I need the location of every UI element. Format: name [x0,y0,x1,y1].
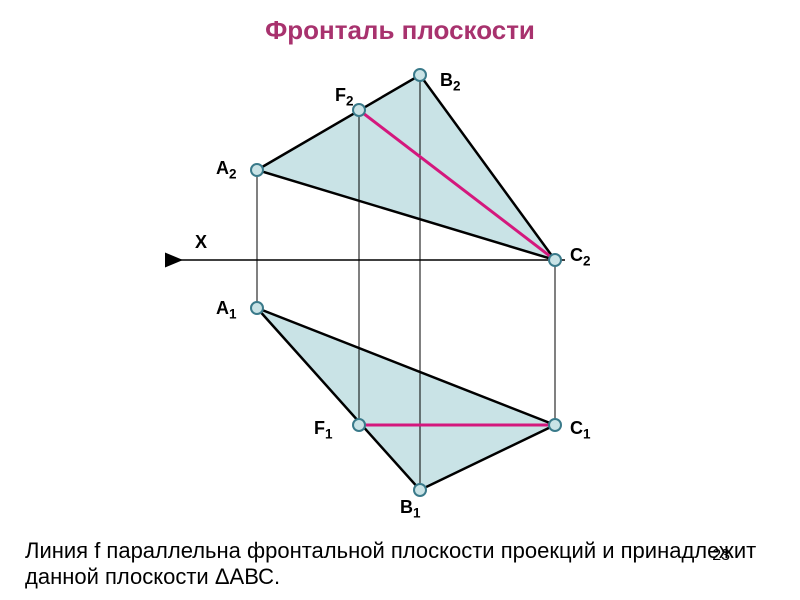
point-label-F2: F2 [335,85,354,109]
page-number: 23 [712,547,730,565]
point-label-A2: A2 [216,158,237,182]
caption-text: Линия f параллельна фронтальной плоскост… [25,538,775,590]
axis-label: X [195,232,207,253]
point-label-F1: F1 [314,418,333,442]
point-label-C1: C1 [570,418,591,442]
point-label-B2: B2 [440,70,461,94]
point-label-C2: C2 [570,245,591,269]
point-label-A1: A1 [216,298,237,322]
point-label-B1: B1 [400,497,421,521]
